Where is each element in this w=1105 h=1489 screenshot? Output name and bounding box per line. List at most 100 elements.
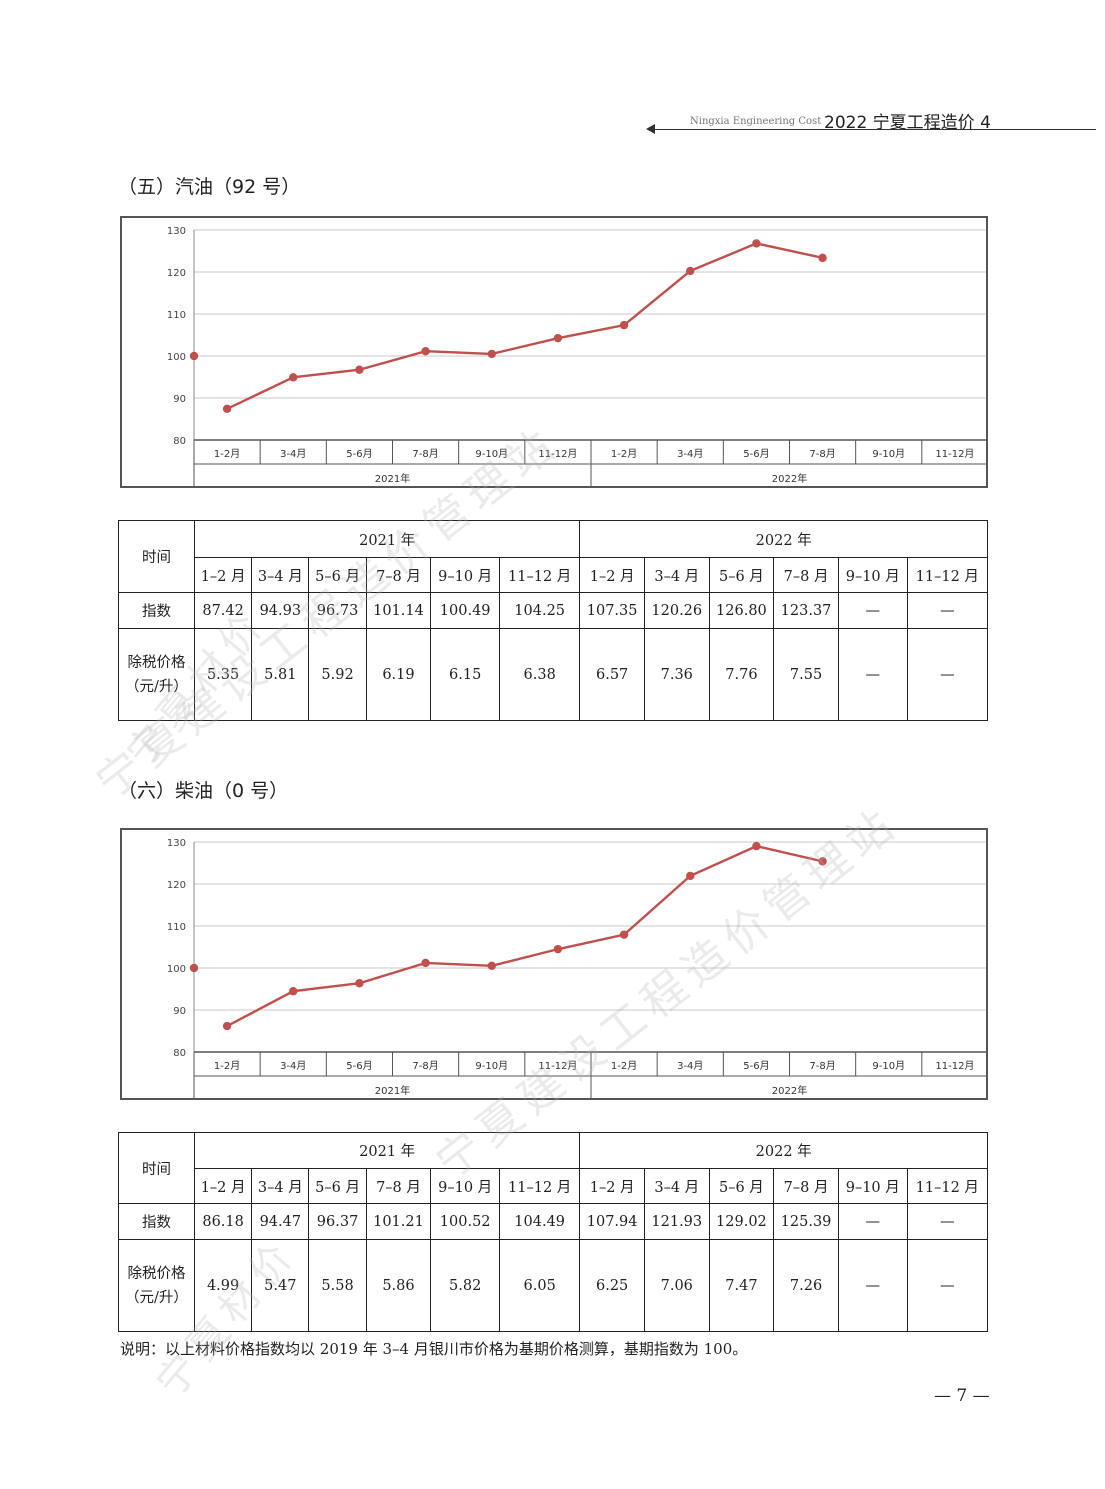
data-point — [487, 961, 496, 971]
series-line — [226, 242, 823, 410]
data-point — [752, 841, 761, 851]
table-price-cell: 5.58 — [308, 1239, 367, 1332]
y-tick-label: 80 — [173, 1048, 186, 1059]
baseline-point — [189, 963, 199, 973]
table-index-cell: 107.35 — [579, 592, 645, 629]
y-tick-label: 100 — [167, 352, 186, 363]
table-index-cell: 101.21 — [365, 1203, 432, 1240]
y-tick-label: 120 — [167, 268, 186, 279]
header-english: Ningxia Engineering Cost — [690, 116, 822, 127]
table-price-cell: — — [837, 1239, 908, 1332]
table-index-cell: 94.93 — [251, 592, 310, 629]
table-index-cell: 123.37 — [773, 592, 839, 629]
y-tick-label: 90 — [173, 1006, 186, 1017]
table-price-cell: 7.36 — [643, 628, 710, 721]
table-index-cell: 104.25 — [499, 592, 581, 629]
data-point — [289, 987, 298, 996]
data-point — [355, 979, 364, 988]
table-month-cell: 1–2 月 — [193, 557, 253, 593]
x-tick-label: 5-6月 — [346, 448, 372, 460]
table-index-cell: — — [906, 1203, 989, 1240]
page-number: — 7 — — [934, 1386, 990, 1406]
table-price-cell: — — [906, 1239, 989, 1332]
y-tick-label: 100 — [167, 964, 186, 975]
table-price-cell: 5.47 — [251, 1239, 310, 1332]
table-price-cell: 7.47 — [708, 1239, 775, 1332]
table-index-cell: 129.02 — [708, 1203, 775, 1240]
table-index-cell: 94.47 — [251, 1203, 310, 1240]
table-year-2022: 2022 年 — [579, 520, 988, 558]
x-tick-label: 7-8月 — [412, 448, 438, 460]
diesel-chart: 80 90 100 110 120 130 1-2月 3-4月 5-6月 7-8月 9-10月 11-… — [120, 828, 988, 1100]
data-point — [686, 266, 695, 276]
table-year-2021: 2021 年 — [193, 520, 581, 558]
table-label-price: 除税价格（元/升） — [118, 1239, 195, 1332]
series-line — [226, 844, 823, 1028]
table-index-cell: — — [837, 592, 908, 629]
table-month-cell: 3–4 月 — [643, 557, 710, 593]
table-price-cell: 5.86 — [365, 1239, 432, 1332]
table-header-time: 时间 — [118, 1132, 195, 1204]
table-price-cell: 5.82 — [430, 1239, 501, 1332]
data-point — [619, 930, 629, 939]
data-point — [752, 239, 761, 248]
table-index-cell: 121.93 — [643, 1203, 710, 1240]
table-price-cell: 5.92 — [308, 628, 367, 721]
table-index-cell: 100.49 — [430, 592, 501, 629]
x-tick-label: 11-12月 — [538, 1060, 577, 1072]
table-index-cell: — — [906, 592, 989, 629]
x-group-label: 2021年 — [375, 1084, 410, 1097]
header-title: 2022 宁夏工程造价 4 — [824, 113, 991, 133]
x-tick-label: 5-6月 — [743, 448, 769, 460]
x-tick-label: 9-10月 — [872, 448, 905, 460]
data-point — [818, 857, 827, 866]
table-price-cell: 7.55 — [773, 628, 839, 721]
table-index-cell: 101.14 — [365, 592, 432, 629]
table-price-cell: 5.81 — [251, 628, 310, 721]
table-price-cell: 6.25 — [579, 1239, 645, 1332]
diesel-table: 时间 2021 年 2022 年 1–2 月 3–4 月 5–6 月 7–8 月 9–1… — [118, 1132, 989, 1332]
table-month-cell: 5–6 月 — [308, 1168, 367, 1204]
line-chart-svg: 80 90 100 110 120 130 1-2月 3-4月 5-6月 7-8月 9-10月 11-… — [167, 226, 986, 486]
table-month-cell: 11–12 月 — [499, 557, 581, 593]
x-tick-label: 9-10月 — [872, 1060, 905, 1072]
table-month-cell: 3–4 月 — [251, 1168, 310, 1204]
table-month-cell: 1–2 月 — [579, 557, 645, 593]
table-month-cell: 7–8 月 — [365, 1168, 432, 1204]
x-group-label: 2021年 — [375, 472, 410, 485]
table-index-cell: 100.52 — [430, 1203, 501, 1240]
data-point — [686, 871, 695, 881]
x-tick-label: 5-6月 — [346, 1060, 372, 1072]
table-price-cell: 6.15 — [430, 628, 501, 721]
data-point — [619, 320, 629, 330]
data-point — [487, 349, 496, 359]
table-index-cell: 87.42 — [193, 592, 253, 629]
x-tick-label: 9-10月 — [475, 1060, 508, 1072]
table-index-cell: — — [837, 1203, 908, 1240]
data-point — [222, 404, 232, 414]
header-rule — [652, 129, 1096, 130]
x-tick-label: 7-8月 — [809, 448, 835, 460]
data-point — [421, 347, 430, 356]
y-tick-label: 80 — [173, 436, 186, 447]
table-index-cell: 126.80 — [708, 592, 775, 629]
x-tick-label: 7-8月 — [412, 1060, 438, 1072]
table-label-price: 除税价格（元/升） — [118, 628, 195, 721]
x-tick-label: 11-12月 — [935, 1060, 974, 1072]
line-chart-svg: 80 90 100 110 120 130 1-2月 3-4月 5-6月 7-8月 9-10月 11-… — [167, 838, 986, 1098]
table-price-cell: 7.06 — [643, 1239, 710, 1332]
table-index-cell: 86.18 — [193, 1203, 253, 1240]
x-tick-label: 3-4月 — [280, 448, 306, 460]
y-tick-label: 130 — [167, 838, 186, 849]
table-index-cell: 96.37 — [308, 1203, 367, 1240]
x-group-label: 2022年 — [772, 1084, 807, 1097]
table-month-cell: 1–2 月 — [193, 1168, 253, 1204]
table-year-2022: 2022 年 — [579, 1132, 988, 1169]
data-point — [355, 365, 364, 374]
x-tick-label: 3-4月 — [280, 1060, 306, 1072]
x-tick-label: 11-12月 — [935, 448, 974, 460]
section-title-gasoline: （五）汽油（92 号） — [118, 176, 301, 198]
baseline-point — [189, 351, 199, 361]
table-price-cell: 6.05 — [499, 1239, 581, 1332]
y-tick-label: 90 — [173, 394, 186, 405]
